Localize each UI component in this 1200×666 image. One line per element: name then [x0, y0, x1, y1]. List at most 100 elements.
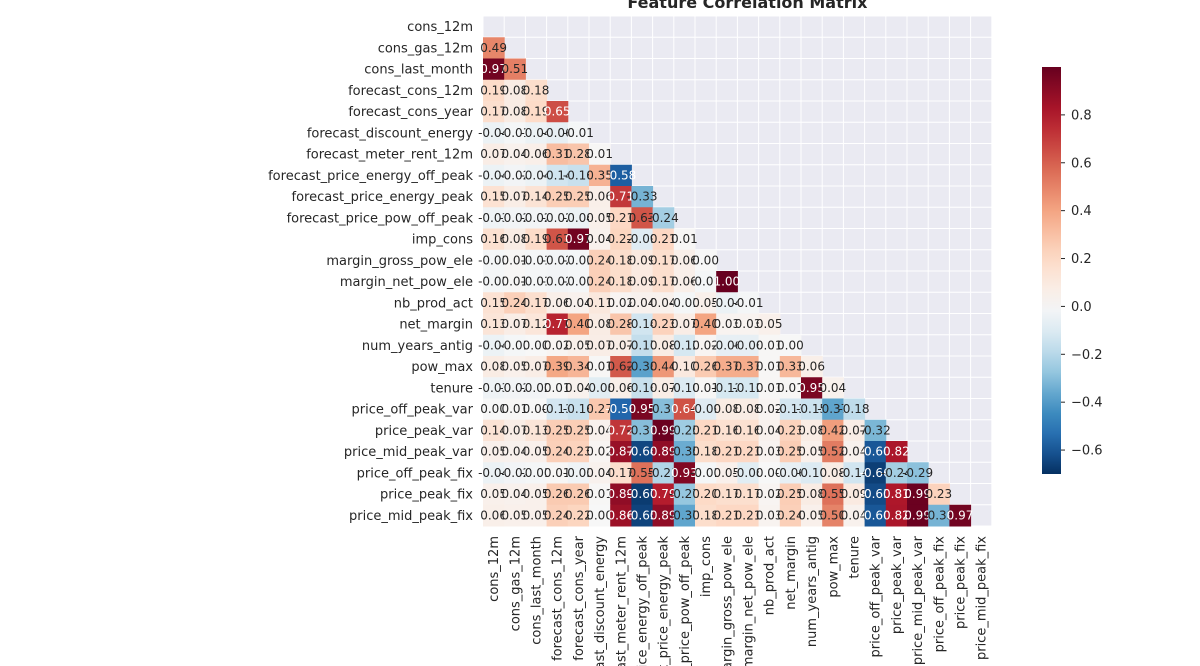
cell-value-label: 0.00	[692, 253, 719, 267]
cell-value-label: 0.62	[607, 360, 634, 374]
heatmap-cell	[928, 483, 950, 506]
heatmap-cell	[567, 356, 590, 378]
heatmap-cell	[546, 143, 569, 166]
cell-value-label: 0.23	[777, 423, 804, 437]
cell-value-label: -0.04	[478, 126, 509, 140]
cell-value-label: 0.89	[607, 487, 634, 501]
heatmap-cell	[758, 483, 781, 506]
cell-value-label: 0.33	[777, 360, 804, 374]
heatmap-cell	[546, 419, 569, 442]
heatmap-cell	[589, 441, 611, 463]
cell-value-label: 0.08	[501, 232, 528, 246]
heatmap-cell	[525, 292, 548, 314]
column-label: price_off_peak_var	[869, 535, 884, 657]
cell-value-label: 0.17	[650, 275, 677, 289]
cell-value-label: 0.11	[586, 296, 613, 310]
heatmap-cell	[652, 271, 675, 293]
column-label: price_mid_peak_var	[911, 535, 926, 665]
heatmap-cell	[673, 398, 696, 421]
cell-value-label: 0.17	[650, 253, 677, 267]
row-label: cons_12m	[407, 20, 473, 35]
cell-value-label: 0.01	[544, 381, 571, 395]
cell-value-label: 0.28	[565, 147, 592, 161]
heatmap-cell	[779, 483, 802, 506]
heatmap-cell	[885, 483, 908, 506]
cell-value-label: 0.04	[841, 508, 868, 522]
cell-value-label: -0.13	[775, 402, 806, 416]
cell-value-label: 0.17	[713, 487, 740, 501]
colorbar-tick-label: 0.2	[1071, 252, 1092, 267]
heatmap-cell	[801, 398, 823, 421]
heatmap-cell	[589, 419, 611, 442]
cell-value-label: 0.16	[480, 232, 507, 246]
cell-value-label: 0.09	[629, 275, 656, 289]
cell-value-label: -0.30	[626, 423, 657, 437]
cell-value-label: -0.33	[923, 508, 954, 522]
heatmap-cell	[652, 292, 675, 314]
heatmap-cell	[631, 313, 654, 336]
cell-value-label: -0.37	[817, 402, 848, 416]
cell-value-label: 0.97	[565, 232, 592, 246]
cell-value-label: 0.95	[798, 381, 825, 395]
cell-value-label: -0.03	[478, 211, 509, 225]
cell-value-label: 0.14	[523, 190, 550, 204]
heatmap-cell	[483, 462, 505, 484]
column-label: imp_cons	[699, 536, 714, 597]
heatmap-cell	[652, 228, 675, 251]
heatmap-cell	[525, 334, 548, 357]
heatmap-cell	[589, 313, 611, 336]
heatmap-cell	[864, 419, 887, 442]
heatmap-cell	[631, 334, 654, 357]
heatmap-cell	[779, 398, 802, 421]
heatmap-cell	[504, 462, 526, 484]
cell-value-label: -0.60	[860, 508, 891, 522]
heatmap-cell	[546, 377, 569, 399]
cell-value-label: -0.02	[542, 275, 573, 289]
heatmap-cell	[822, 419, 844, 442]
cell-value-label: 0.00	[777, 338, 804, 352]
heatmap-cell	[779, 462, 802, 484]
cell-value-label: -0.01	[499, 338, 530, 352]
cell-value-label: 0.02	[756, 487, 783, 501]
cell-value-label: -0.02	[520, 211, 551, 225]
heatmap-cell	[652, 398, 675, 421]
cell-value-label: 0.50	[819, 508, 846, 522]
heatmap-cell	[801, 419, 823, 442]
cell-value-label: 0.07	[523, 360, 550, 374]
row-label: imp_cons	[412, 233, 473, 248]
heatmap-cell	[652, 356, 675, 378]
cell-value-label: 0.63	[629, 211, 656, 225]
heatmap-cell	[758, 419, 781, 442]
cell-value-label: -0.12	[711, 381, 742, 395]
heatmap-cell	[525, 419, 548, 442]
cell-value-label: 0.23	[565, 445, 592, 459]
colorbar-tick-label: −0.2	[1071, 348, 1103, 363]
heatmap-cell	[673, 292, 696, 314]
heatmap-cell	[822, 504, 844, 527]
heatmap-cell	[546, 292, 569, 314]
row-label: forecast_cons_12m	[348, 84, 473, 99]
cell-value-label: 0.24	[544, 445, 571, 459]
heatmap-cell	[652, 249, 675, 272]
heatmap-cell	[525, 313, 548, 336]
heatmap-cell	[673, 377, 696, 399]
heatmap-cell	[504, 249, 526, 272]
heatmap-cell	[801, 377, 823, 399]
cell-value-label: 0.37	[713, 360, 740, 374]
heatmap-cell	[843, 462, 866, 484]
cell-value-label: -0.60	[860, 445, 891, 459]
cell-value-label: 0.08	[713, 402, 740, 416]
heatmap-cell	[483, 207, 505, 229]
heatmap-cell	[525, 377, 548, 399]
cell-value-label: -0.01	[563, 275, 594, 289]
heatmap-cell	[843, 398, 866, 421]
cell-value-label: 0.05	[480, 487, 507, 501]
row-label: nb_prod_act	[394, 296, 473, 311]
heatmap-cell	[822, 462, 844, 484]
cell-value-label: -0.33	[626, 190, 657, 204]
cell-value-label: -0.01	[520, 275, 551, 289]
cell-value-label: -0.01	[563, 253, 594, 267]
heatmap-cell	[504, 398, 526, 421]
heatmap-cell	[589, 164, 611, 187]
heatmap-cell	[610, 441, 632, 463]
